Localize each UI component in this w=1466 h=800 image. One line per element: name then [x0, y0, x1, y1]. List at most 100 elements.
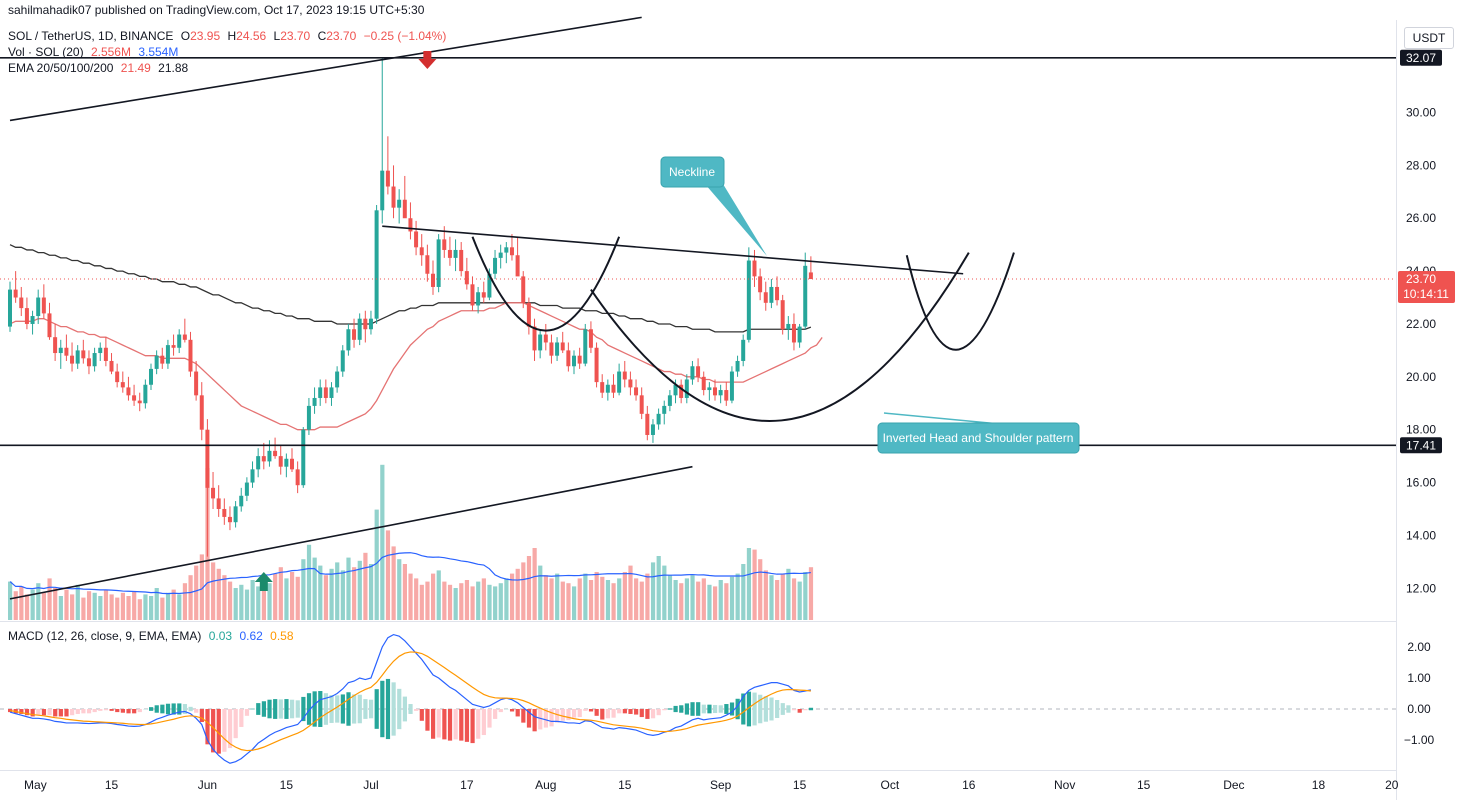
candle-body [250, 469, 255, 483]
time-tick-label: Jul [363, 778, 378, 792]
volume-bar [194, 565, 199, 620]
volume-bar [419, 584, 424, 620]
macd-histogram-bar [165, 703, 171, 715]
macd-histogram-bar [261, 701, 266, 717]
volume-bar [408, 573, 413, 620]
candle-body [690, 366, 695, 380]
candle-body [8, 289, 12, 327]
candle-body [143, 384, 148, 404]
macd-histogram-bar [453, 709, 458, 740]
macd-histogram-bar [673, 705, 678, 713]
volume-bar [385, 530, 391, 620]
volume-bar [605, 580, 611, 620]
volume-bar [504, 578, 509, 620]
volume-bar [453, 588, 458, 620]
candle-body [583, 329, 588, 364]
price-tick-label: 20.00 [1406, 370, 1436, 384]
volume-bar [8, 581, 13, 620]
volume-bar [352, 567, 357, 620]
macd-histogram-bar [312, 691, 317, 727]
candle-body [380, 170, 385, 211]
volume-bar [521, 562, 526, 620]
candle-body [453, 249, 458, 258]
candle-body [233, 506, 238, 523]
candle-body [803, 265, 808, 327]
macd-histogram-bar [92, 709, 97, 713]
volume-bar [791, 578, 797, 620]
price-tick-label: 26.00 [1406, 211, 1436, 225]
candle-body [137, 400, 142, 404]
candle-body [115, 371, 120, 383]
macd-histogram-bar [684, 703, 689, 715]
macd-histogram-bar [470, 709, 475, 744]
candle-body [566, 350, 571, 367]
volume-bar [290, 572, 295, 620]
volume-bar [227, 581, 233, 620]
volume-bar [75, 584, 80, 620]
candle-body [459, 249, 464, 272]
macd-histogram-bar [577, 709, 582, 718]
neckline-callout-box [660, 156, 725, 188]
candle-body [504, 247, 509, 253]
candle-body [301, 429, 306, 486]
candle-body [741, 339, 746, 361]
macd-histogram-bar [318, 691, 323, 727]
candle-body [36, 297, 41, 317]
candle-body [177, 334, 182, 348]
volume-bar [36, 583, 41, 620]
volume-bar [729, 576, 735, 620]
macd-histogram-bar [363, 699, 368, 719]
volume-bar [363, 552, 368, 620]
pattern-label: Inverted Head and Shoulder pattern [883, 431, 1074, 445]
candle-body [780, 300, 785, 330]
candle-body [791, 323, 796, 343]
macd-histogram-bar [340, 694, 345, 724]
candle-body [476, 292, 481, 306]
volume-bar [397, 559, 402, 620]
macd-histogram-bar [662, 709, 667, 711]
volume-bar [340, 570, 345, 620]
macd-histogram-bar [250, 708, 255, 710]
volume-bar [391, 546, 396, 620]
candle-body [667, 395, 672, 406]
macd-histogram-bar [273, 699, 278, 719]
macd-histogram-bar [476, 709, 481, 739]
resistance-price-tag [1400, 49, 1442, 66]
candle-body [464, 271, 469, 285]
candle-body [340, 350, 345, 372]
macd-histogram-bar [109, 709, 114, 711]
candle-body [278, 456, 283, 467]
volume-bar [233, 588, 238, 620]
macd-histogram-bar [667, 708, 673, 710]
currency-button[interactable]: USDT [1404, 27, 1454, 49]
volume-bar [357, 560, 362, 620]
macd-histogram-bar [690, 702, 695, 716]
volume-bar [425, 581, 430, 620]
volume-bar [560, 581, 565, 620]
time-tick-label: 15 [105, 778, 119, 792]
volume-bar [667, 575, 673, 620]
volume-bar [120, 592, 125, 620]
candle-body [160, 355, 165, 364]
candle-body [414, 231, 419, 248]
candle-body [509, 247, 514, 256]
macd-histogram-bar [19, 709, 24, 714]
macd-histogram-bar [605, 709, 611, 719]
volume-bar [273, 573, 278, 620]
signal-line [9, 651, 811, 752]
volume-bar [769, 575, 774, 620]
macd-histogram-bar [335, 695, 340, 723]
candle-body [81, 350, 86, 359]
macd-histogram-bar [36, 709, 41, 716]
candle-body [526, 302, 531, 327]
volume-bar [447, 584, 453, 620]
candle-body [352, 329, 357, 340]
candle-body [752, 260, 757, 277]
volume-bar [402, 564, 407, 620]
upper-channel-line [9, 16, 642, 122]
volume-bar [312, 557, 317, 620]
volume-bar [58, 596, 63, 620]
volume-bar [171, 589, 176, 620]
volume-bar [295, 576, 300, 620]
